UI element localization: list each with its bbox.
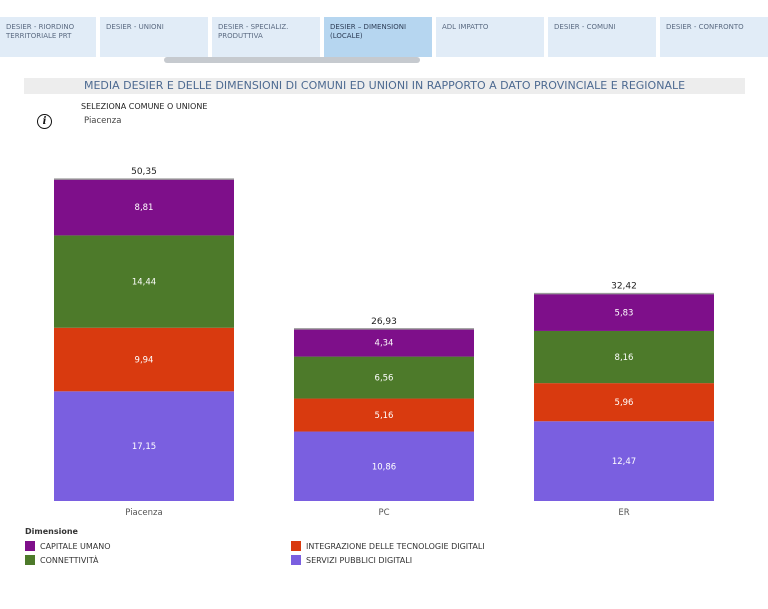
info-icon[interactable]: i: [37, 114, 52, 129]
bar-value-label: 6,56: [375, 374, 394, 384]
legend-swatch: [291, 541, 301, 551]
bar-value-label: 9,94: [135, 356, 154, 366]
title-band: MEDIA DESIER E DELLE DIMENSIONI DI COMUN…: [24, 78, 745, 94]
bar-value-label: 8,81: [135, 203, 154, 213]
bar-value-label: 5,16: [375, 411, 394, 421]
legend-label: CONNETTIVITÀ: [40, 555, 99, 565]
legend-title: Dimensione: [25, 527, 78, 536]
legend-item-connettivita[interactable]: CONNETTIVITÀ: [25, 555, 98, 565]
bar-segment[interactable]: [54, 179, 234, 236]
legend-label: SERVIZI PUBBLICI DIGITALI: [306, 555, 413, 565]
tab-unioni[interactable]: DESIER - UNIONI: [100, 17, 208, 57]
bar-value-label: 17,15: [132, 442, 156, 452]
bar-value-label: 12,47: [612, 457, 636, 467]
x-tick-label: ER: [618, 508, 629, 518]
bar-segment[interactable]: [294, 398, 474, 432]
tab-scrollbar[interactable]: [164, 57, 420, 63]
bar-segment[interactable]: [294, 328, 474, 357]
bar-segment[interactable]: [54, 327, 234, 392]
selector-label: SELEZIONA COMUNE O UNIONE: [81, 102, 208, 111]
bar-segment[interactable]: [294, 356, 474, 399]
bar-value-label: 4,34: [375, 339, 394, 349]
legend-swatch: [25, 555, 35, 565]
bar-segment[interactable]: [534, 330, 714, 384]
bar-segment[interactable]: [534, 383, 714, 422]
legend-swatch: [25, 541, 35, 551]
bar-segment[interactable]: [294, 431, 474, 501]
legend-item-integrazione[interactable]: INTEGRAZIONE DELLE TECNOLOGIE DIGITALI: [291, 541, 485, 551]
legend-label: INTEGRAZIONE DELLE TECNOLOGIE DIGITALI: [306, 541, 485, 551]
legend-item-servizi-pubblici[interactable]: SERVIZI PUBBLICI DIGITALI: [291, 555, 412, 565]
bar-value-label: 14,44: [132, 278, 156, 288]
bar-segment[interactable]: [54, 391, 234, 501]
tab-comuni[interactable]: DESIER - COMUNI: [548, 17, 656, 57]
x-tick-label: PC: [378, 508, 389, 518]
legend-label: CAPITALE UMANO: [40, 541, 111, 551]
bar-total-label: 26,93: [371, 317, 397, 327]
selector-value[interactable]: Piacenza: [84, 116, 122, 126]
bar-segment[interactable]: [534, 421, 714, 501]
bar-value-label: 8,16: [615, 353, 634, 363]
legend: Dimensione CAPITALE UMANO INTEGRAZIONE D…: [25, 527, 745, 577]
legend-swatch: [291, 555, 301, 565]
bar-segment[interactable]: [54, 235, 234, 328]
tab-dimensioni-locale[interactable]: DESIER – DIMENSIONI (LOCALE): [324, 17, 432, 57]
bar-segment[interactable]: [534, 293, 714, 331]
bar-total-label: 50,35: [131, 167, 157, 177]
chart-title: MEDIA DESIER E DELLE DIMENSIONI DI COMUN…: [83, 79, 686, 92]
tab-confronto[interactable]: DESIER - CONFRONTO: [660, 17, 768, 57]
x-tick-label: Piacenza: [125, 508, 162, 518]
tab-bar: DESIER - RIORDINO TERRITORIALE PRT DESIE…: [0, 17, 768, 59]
stacked-bar-chart: 17,15 9,94 14,44 8,81 50,35 Piacenza 10,86 5,16…: [54, 167, 714, 518]
bar-value-label: 5,83: [615, 308, 634, 318]
legend-item-capitale-umano[interactable]: CAPITALE UMANO: [25, 541, 111, 551]
tab-specializ-produttiva[interactable]: DESIER - SPECIALIZ. PRODUTTIVA: [212, 17, 320, 57]
tab-riordino-territoriale[interactable]: DESIER - RIORDINO TERRITORIALE PRT: [0, 17, 96, 57]
bar-value-label: 5,96: [615, 398, 634, 408]
tab-adl-impatto[interactable]: ADL IMPATTO: [436, 17, 544, 57]
bar-total-label: 32,42: [611, 282, 637, 292]
bar-value-label: 10,86: [372, 462, 396, 472]
